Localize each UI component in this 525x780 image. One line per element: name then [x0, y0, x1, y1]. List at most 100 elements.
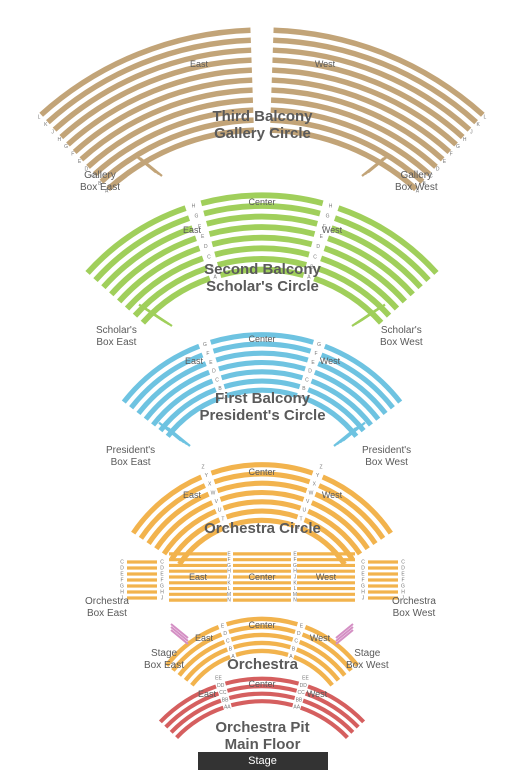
row-letter: DD	[217, 683, 225, 689]
orchestra_circle-section-label: West	[322, 490, 343, 500]
row-letter: G	[456, 144, 460, 150]
box-label: OrchestraBox West	[392, 596, 436, 619]
first_balcony-section-label: East	[185, 356, 204, 366]
row-letter: E	[78, 159, 82, 165]
row-letter: E	[201, 234, 205, 240]
row-letter: W	[309, 490, 314, 496]
orchestra-front-section-label: East	[195, 633, 214, 643]
row-letter: F	[450, 152, 453, 158]
row-letter: G	[203, 342, 207, 348]
first_balcony-section-label: West	[320, 356, 341, 366]
row-letter: AA	[293, 704, 300, 710]
orchestra_circle-row[interactable]	[220, 493, 303, 500]
orchestra_circle-row[interactable]	[224, 502, 301, 508]
row-letter: Z	[201, 464, 204, 470]
orchestra-main-section-label: West	[316, 572, 337, 582]
row-letter: Y	[316, 473, 320, 479]
tier-title: Orchestra PitMain Floor	[0, 719, 525, 754]
row-letter: U	[218, 508, 222, 514]
orchestra_circle-row[interactable]	[227, 511, 298, 517]
orchestra-front-section-label: Center	[248, 620, 275, 630]
second_balcony-row[interactable]	[207, 217, 317, 224]
row-letter: B	[229, 646, 233, 652]
row-letter: BB	[222, 697, 229, 703]
row-letter: W	[211, 490, 216, 496]
tier-title: Orchestra	[0, 656, 525, 673]
row-letter: C	[207, 254, 211, 260]
row-letter: CC	[297, 690, 305, 696]
second_balcony-row[interactable]	[215, 248, 309, 254]
row-letter: C	[215, 377, 219, 383]
orchestra_circle-row[interactable]	[217, 483, 306, 490]
orchestra-pit-section-label: Center	[248, 679, 275, 689]
row-letter: EE	[302, 676, 309, 682]
row-letter: C	[226, 639, 230, 645]
box-label: Scholar'sBox East	[96, 325, 137, 348]
row-letter: D	[316, 244, 320, 250]
row-letter: E	[311, 360, 315, 366]
orchestra-pit-row[interactable]	[229, 694, 294, 698]
first_balcony-row[interactable]	[213, 344, 310, 351]
row-letter: X	[208, 482, 212, 488]
row-letter: CC	[219, 690, 227, 696]
row-letter: Z	[319, 464, 322, 470]
row-letter: G	[195, 214, 199, 220]
row-letter: H	[329, 204, 333, 210]
third_balcony-section-label: West	[315, 59, 336, 69]
row-letter: DD	[300, 683, 308, 689]
stage-box-row[interactable]	[171, 627, 188, 641]
orchestra_circle-section-label: East	[183, 490, 202, 500]
row-letter: D	[223, 631, 227, 637]
first_balcony-row[interactable]	[222, 372, 303, 378]
orchestra-main-section-label: Center	[248, 572, 275, 582]
row-letter: D	[204, 244, 208, 250]
first_balcony-row[interactable]	[219, 363, 305, 369]
row-letter: J	[161, 596, 164, 602]
orchestra-pit-section-label: West	[307, 689, 328, 699]
orchestra-main-section-label: East	[189, 572, 208, 582]
orchestra-pit-row[interactable]	[231, 701, 292, 705]
box-label: Scholar'sBox West	[380, 325, 423, 348]
row-letter: U	[303, 508, 307, 514]
second_balcony-row[interactable]	[204, 206, 320, 214]
box-label: GalleryBox West	[395, 170, 438, 193]
row-letter: D	[212, 369, 216, 375]
row-letter: F	[71, 152, 74, 158]
first_balcony-section-label: Center	[248, 334, 275, 344]
row-letter: N	[293, 598, 297, 604]
row-letter: G	[317, 342, 321, 348]
box-label: GalleryBox East	[80, 170, 120, 193]
orchestra-front-section-label: West	[310, 633, 331, 643]
orchestra-front-row[interactable]	[234, 643, 291, 647]
row-letter: E	[221, 624, 225, 630]
row-letter: F	[198, 224, 201, 230]
box-label: StageBox West	[346, 648, 389, 671]
row-letter: F	[206, 351, 209, 357]
row-letter: C	[305, 377, 309, 383]
row-letter: J	[362, 596, 365, 602]
first_balcony-row[interactable]	[216, 353, 308, 360]
row-letter: V	[215, 499, 219, 505]
second_balcony-section-label: Center	[248, 197, 275, 207]
stage-box-row[interactable]	[336, 627, 353, 641]
box-label: OrchestraBox East	[85, 596, 129, 619]
second_balcony-row[interactable]	[210, 227, 315, 234]
second_balcony-row[interactable]	[212, 238, 311, 245]
box-label: President'sBox East	[106, 445, 155, 468]
orchestra-front-row[interactable]	[236, 651, 288, 655]
row-letter: H	[192, 204, 196, 210]
orchestra-front-row[interactable]	[231, 635, 292, 640]
row-letter: E	[209, 360, 213, 366]
stage-bar: Stage	[198, 752, 328, 770]
tier-title: Second BalconyScholar's Circle	[0, 261, 525, 296]
box-label: StageBox East	[144, 648, 184, 671]
row-letter: D	[308, 369, 312, 375]
row-letter: C	[313, 254, 317, 260]
orchestra_circle-section-label: Center	[248, 467, 275, 477]
row-letter: Y	[205, 473, 209, 479]
first_balcony-row[interactable]	[224, 381, 299, 387]
row-letter: X	[313, 482, 317, 488]
box-label: President'sBox West	[362, 445, 411, 468]
row-letter: E	[300, 624, 304, 630]
row-letter: B	[292, 646, 296, 652]
